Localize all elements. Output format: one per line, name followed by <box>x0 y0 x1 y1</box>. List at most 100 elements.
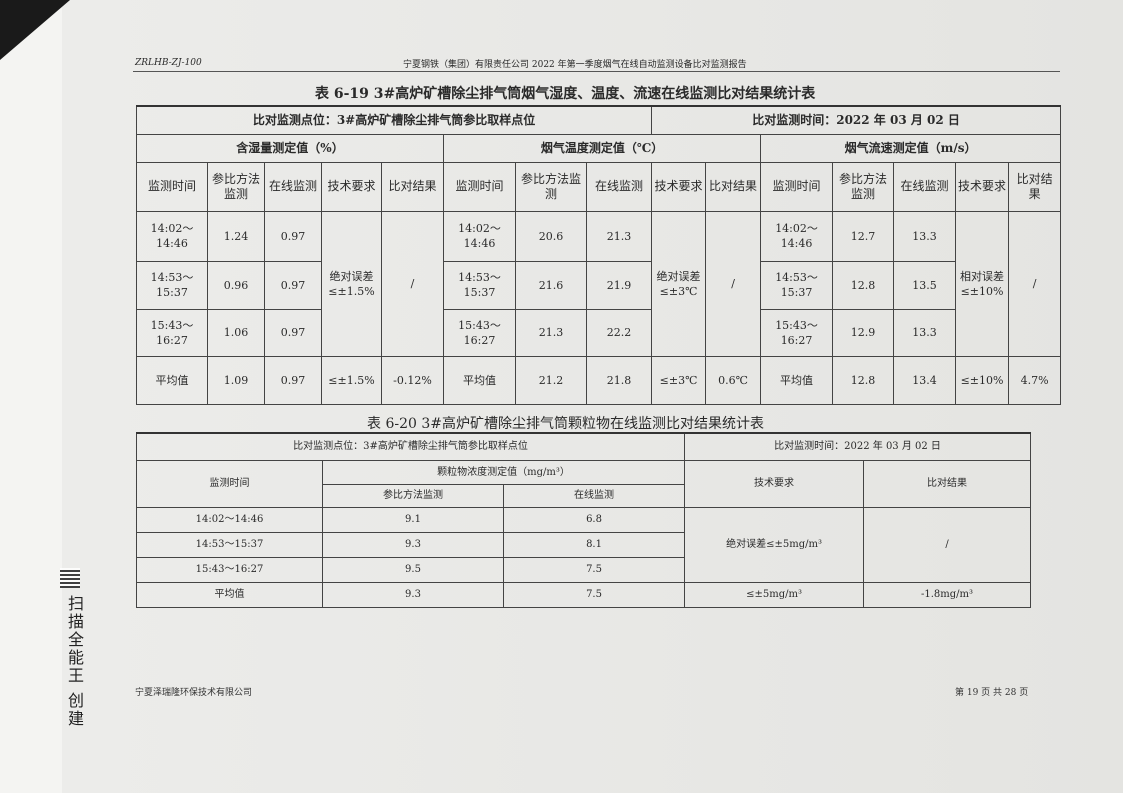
col-header: 技术要求 <box>955 161 1010 212</box>
cell-avg: 0.97 <box>264 355 322 405</box>
cell-online: 8.1 <box>502 531 686 558</box>
table-row: 14:53～15:37 0.96 0.97 14:53～15:37 21.6 2… <box>136 260 1061 310</box>
cell-avg: 13.4 <box>893 355 957 405</box>
col-header: 在线监测 <box>893 161 957 212</box>
cell-ref: 12.9 <box>832 308 895 357</box>
col-header: 比对结果 <box>381 161 444 212</box>
col-header: 比对结果 <box>705 161 762 212</box>
cell-avg: -0.12% <box>381 355 444 405</box>
monitoring-date: 比对监测时间：2022 年 03 月 02 日 <box>684 432 1032 461</box>
cell-time: 15:43～16:27 <box>136 556 323 583</box>
scan-margin <box>0 0 62 793</box>
col-header: 监测时间 <box>136 161 208 212</box>
col-header: 技术要求 <box>321 161 382 212</box>
col-header: 比对结果 <box>1008 161 1062 212</box>
cell-avg-label: 平均值 <box>760 355 834 405</box>
cell-requirement: 绝对误差≤±5mg/m³ <box>684 506 865 583</box>
page-header: ZRLHB-ZJ-100 宁夏钢铁（集团）有限责任公司 2022 年第一季度烟气… <box>133 55 1060 72</box>
table-row: 15:43～16:27 1.06 0.97 15:43～16:27 21.3 2… <box>136 308 1061 357</box>
scanner-watermark: 扫描全能王 创建 <box>65 595 84 729</box>
cell-ref: 12.7 <box>832 210 895 262</box>
cell-ref: 9.5 <box>322 556 504 583</box>
col-header: 参比方法监测 <box>207 161 265 212</box>
average-row: 平均值 1.09 0.97 ≤±1.5% -0.12% 平均值 21.2 21.… <box>136 355 1062 405</box>
monitoring-location: 比对监测点位：3#高炉矿槽除尘排气筒参比取样点位 <box>135 432 686 461</box>
cell-result: / <box>705 210 762 357</box>
cell-result: / <box>381 210 444 357</box>
cell-ref: 12.8 <box>832 260 895 310</box>
cell-avg: 21.2 <box>515 355 587 405</box>
group-humidity: 含湿量测定值（%） <box>136 133 444 163</box>
col-header: 在线监测 <box>585 161 653 212</box>
cell-online: 13.5 <box>893 260 957 310</box>
footer-company: 宁夏泽瑞隆环保技术有限公司 <box>135 688 253 698</box>
cell-avg: 9.3 <box>322 581 504 608</box>
col-header: 监测时间 <box>443 161 516 212</box>
cell-requirement: 绝对误差≤±1.5% <box>321 210 382 357</box>
cell-time: 14:53～15:37 <box>136 260 208 310</box>
average-row: 平均值 9.3 7.5 ≤±5mg/m³ -1.8mg/m³ <box>136 581 1032 608</box>
cell-time: 14:53～15:37 <box>136 531 323 558</box>
monitoring-date: 比对监测时间：2022 年 03 月 02 日 <box>651 105 1062 135</box>
table-row: 14:02～14:46 1.24 0.97 绝对误差≤±1.5% / 14:02… <box>136 210 1062 357</box>
col-header: 技术要求 <box>651 161 707 212</box>
table-row: 15:43～16:27 9.5 7.5 <box>136 556 1031 583</box>
cell-ref: 1.24 <box>207 210 265 262</box>
cell-ref: 9.1 <box>322 506 504 533</box>
col-header: 参比方法监测 <box>832 161 895 212</box>
cell-online: 22.2 <box>585 308 653 357</box>
page-number: 第 19 页 共 28 页 <box>955 688 1029 698</box>
cell-avg: 4.7% <box>1008 355 1062 405</box>
cell-online: 13.3 <box>893 308 957 357</box>
cell-avg: ≤±10% <box>955 355 1010 405</box>
group-velocity: 烟气流速测定值（m/s） <box>760 133 1062 163</box>
col-header: 监测时间 <box>136 459 323 508</box>
table-6-19: 比对监测点位：3#高炉矿槽除尘排气筒参比取样点位 比对监测时间：2022 年 0… <box>135 105 1062 405</box>
qr-code-icon <box>60 568 80 588</box>
table-row: 14:53～15:37 9.3 8.1 <box>136 531 1031 558</box>
cell-time: 14:02～14:46 <box>760 210 834 262</box>
cell-ref: 21.3 <box>515 308 587 357</box>
cell-online: 0.97 <box>264 308 322 357</box>
cell-time: 14:53～15:37 <box>443 260 516 310</box>
cell-ref: 0.96 <box>207 260 265 310</box>
cell-avg-label: 平均值 <box>136 581 323 608</box>
cell-avg: 1.09 <box>207 355 265 405</box>
table-row: 14:02～14:46 9.1 6.8 绝对误差≤±5mg/m³ / <box>136 506 1032 583</box>
cell-online: 21.9 <box>585 260 653 310</box>
cell-result: / <box>1008 210 1062 357</box>
cell-time: 15:43～16:27 <box>136 308 208 357</box>
cell-ref: 21.6 <box>515 260 587 310</box>
cell-time: 14:53～15:37 <box>760 260 834 310</box>
cell-time: 15:43～16:27 <box>443 308 516 357</box>
cell-requirement: 绝对误差≤±3℃ <box>651 210 707 357</box>
table-6-20: 比对监测点位：3#高炉矿槽除尘排气筒参比取样点位 比对监测时间：2022 年 0… <box>135 432 1032 608</box>
col-header: 监测时间 <box>760 161 834 212</box>
cell-online: 0.97 <box>264 260 322 310</box>
cell-online: 13.3 <box>893 210 957 262</box>
col-header: 在线监测 <box>264 161 322 212</box>
col-header: 技术要求 <box>684 459 865 508</box>
cell-ref: 1.06 <box>207 308 265 357</box>
cell-online: 7.5 <box>502 556 686 583</box>
group-temperature: 烟气温度测定值（℃） <box>442 133 762 163</box>
cell-time: 14:02～14:46 <box>443 210 516 262</box>
cell-avg: ≤±1.5% <box>321 355 382 405</box>
report-title: 宁夏钢铁（集团）有限责任公司 2022 年第一季度烟气在线自动监测设备比对监测报… <box>403 60 747 70</box>
col-header: 参比方法监测 <box>322 483 504 508</box>
table-6-19-title: 表 6-19 3#高炉矿槽除尘排气筒烟气湿度、温度、流速在线监测比对结果统计表 <box>315 86 816 102</box>
col-header: 比对结果 <box>863 459 1032 508</box>
cell-result: / <box>863 506 1032 583</box>
scan-shadow <box>0 0 70 60</box>
monitoring-location: 比对监测点位：3#高炉矿槽除尘排气筒参比取样点位 <box>135 105 653 135</box>
cell-avg: ≤±5mg/m³ <box>684 581 865 608</box>
col-header: 参比方法监测 <box>515 161 587 212</box>
table-6-20-title: 表 6-20 3#高炉矿槽除尘排气筒颗粒物在线监测比对结果统计表 <box>367 416 764 432</box>
cell-avg-label: 平均值 <box>443 355 516 405</box>
cell-ref: 9.3 <box>322 531 504 558</box>
col-header: 颗粒物浓度测定值（mg/m³） <box>321 459 686 485</box>
col-header: 在线监测 <box>502 483 686 508</box>
cell-online: 0.97 <box>264 210 322 262</box>
cell-avg: -1.8mg/m³ <box>863 581 1032 608</box>
cell-avg: ≤±3℃ <box>651 355 707 405</box>
